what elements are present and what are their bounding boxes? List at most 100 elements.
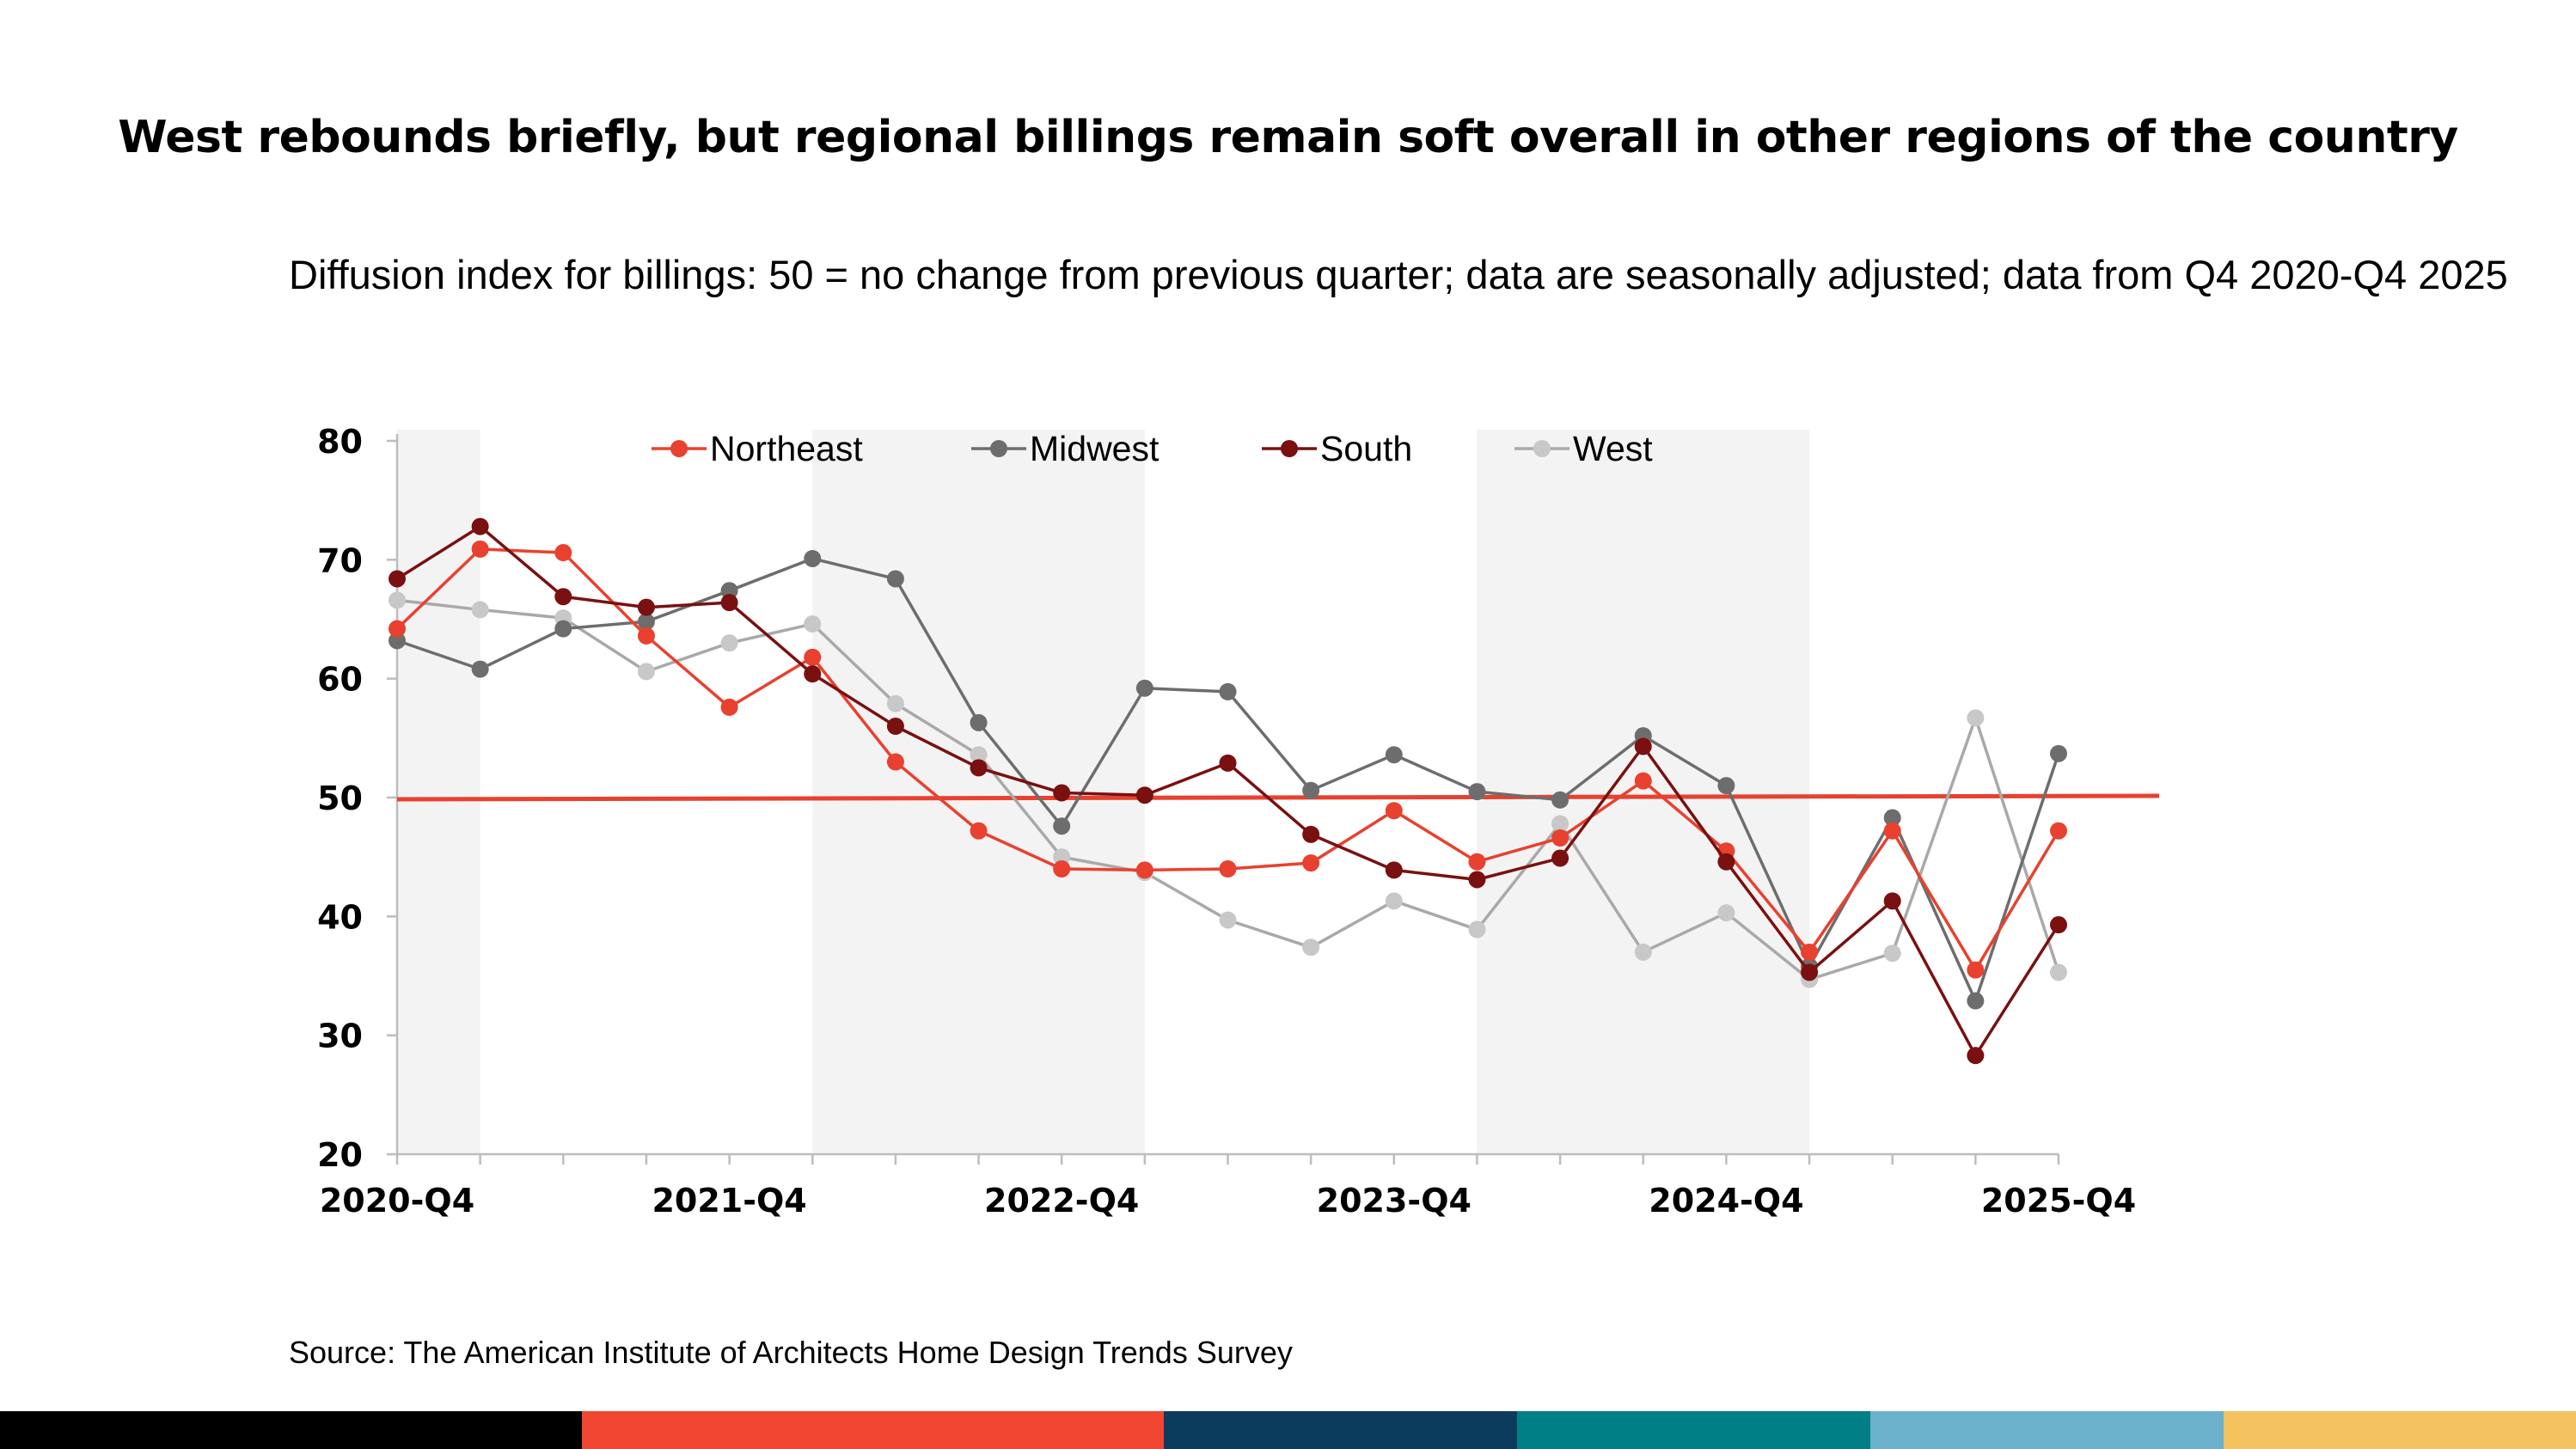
legend-item-midwest: Midwest [971,429,1160,468]
y-tick-label-30: 30 [317,1018,363,1055]
chart-source: Source: The American Institute of Archit… [289,1335,1293,1370]
point-west-16 [1717,904,1735,922]
point-south-19 [1967,1047,1985,1065]
shaded-period-2 [812,430,1145,1154]
legend-item-south: South [1262,429,1412,468]
point-south-16 [1717,853,1735,871]
point-south-12 [1385,861,1403,879]
y-tick-label-70: 70 [317,541,363,579]
point-midwest-12 [1385,746,1403,764]
legend: Northeast Midwest South West [652,429,1653,468]
point-west-0 [389,591,406,609]
point-midwest-4 [720,582,738,600]
y-tick-label-50: 50 [317,780,363,817]
point-midwest-9 [1135,679,1153,697]
x-tick-label-2021-Q4: 2021-Q4 [652,1182,806,1220]
point-northeast-14 [1551,829,1569,847]
footer-bar-navy [1164,1411,1517,1449]
point-south-0 [389,570,406,588]
series-group [389,517,2067,1065]
point-northeast-5 [804,648,822,666]
point-midwest-16 [1717,777,1735,795]
point-northeast-7 [970,822,988,840]
y-tick-label-20: 20 [317,1136,363,1174]
legend-label-south: South [1320,429,1412,468]
point-south-11 [1302,825,1320,843]
point-midwest-5 [804,549,822,567]
point-south-17 [1801,963,1819,981]
shaded-period-3 [1477,430,1810,1154]
point-midwest-2 [554,620,572,638]
legend-item-west: West [1514,429,1653,468]
legend-label-midwest: Midwest [1030,429,1160,468]
point-west-14 [1551,815,1569,833]
point-west-13 [1468,920,1486,938]
point-south-5 [804,665,822,683]
point-northeast-20 [2050,822,2067,840]
point-midwest-7 [970,713,988,731]
legend-marker-south [1281,440,1298,457]
point-south-7 [970,759,988,777]
point-northeast-4 [720,698,738,716]
point-northeast-17 [1801,943,1819,961]
legend-marker-northeast [670,440,688,457]
point-west-4 [720,634,738,652]
point-midwest-20 [2050,744,2067,762]
y-tick-label-40: 40 [317,898,363,936]
chart-plot: 20 30 40 50 60 70 80 2020-Q4 2021-Q4 2022-Q4 2023-… [317,423,2160,1220]
legend-marker-west [1533,440,1551,457]
point-northeast-6 [886,753,904,771]
point-west-7 [970,746,988,764]
point-midwest-6 [886,570,904,588]
series-midwest [389,549,2067,1010]
point-northeast-11 [1302,854,1320,872]
point-northeast-0 [389,620,406,638]
chart-subtitle: Diffusion index for billings: 50 = no ch… [289,252,2508,297]
point-west-20 [2050,963,2067,981]
point-south-18 [1883,892,1901,910]
x-tick-label-2020-Q4: 2020-Q4 [320,1182,474,1220]
point-south-10 [1219,754,1237,772]
point-west-1 [471,601,489,619]
point-west-5 [804,615,822,633]
point-northeast-2 [554,544,572,562]
point-west-3 [637,663,655,681]
point-west-10 [1219,911,1237,929]
point-west-6 [886,694,904,712]
point-midwest-13 [1468,783,1486,801]
point-northeast-1 [471,540,489,558]
axes: 20 30 40 50 60 70 80 2020-Q4 2021-Q4 2022-Q4 2023-… [317,423,2136,1220]
point-northeast-19 [1967,961,1985,979]
x-tick-label-2022-Q4: 2022-Q4 [984,1182,1139,1220]
point-northeast-3 [637,627,655,645]
point-midwest-14 [1551,791,1569,809]
series-west [389,591,2067,988]
point-south-20 [2050,916,2067,934]
point-midwest-1 [471,660,489,678]
x-tick-label-2025-Q4: 2025-Q4 [1981,1182,2136,1220]
footer-bar-light-blue [1870,1411,2224,1449]
point-northeast-15 [1634,772,1652,790]
point-south-14 [1551,849,1569,867]
point-midwest-10 [1219,682,1237,700]
legend-marker-midwest [990,440,1007,457]
point-south-9 [1135,786,1153,804]
point-midwest-18 [1883,809,1901,827]
series-south [389,517,2067,1065]
y-tick-label-80: 80 [317,423,363,461]
point-midwest-8 [1053,817,1071,835]
footer-bar-teal [1517,1411,1870,1449]
point-midwest-19 [1967,992,1985,1010]
point-west-15 [1634,943,1652,961]
point-midwest-0 [389,632,406,650]
point-west-11 [1302,938,1320,957]
point-northeast-10 [1219,860,1237,877]
shaded-period-1 [397,430,480,1154]
point-south-3 [637,598,655,616]
reference-line-group [396,793,2160,802]
series-northeast [389,540,2067,979]
point-south-1 [471,517,489,535]
point-south-15 [1634,737,1652,755]
y-tick-label-60: 60 [317,661,363,699]
legend-label-west: West [1573,429,1653,468]
